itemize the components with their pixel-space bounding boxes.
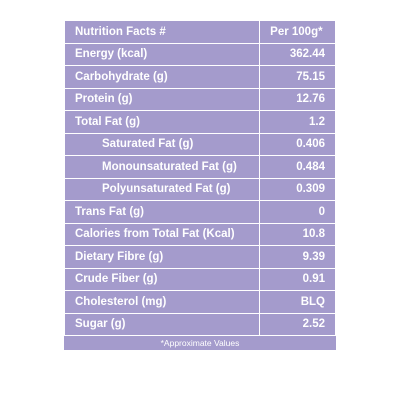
- table-row: Monounsaturated Fat (g) 0.484: [63, 155, 336, 179]
- nutrient-value: 9.39: [259, 245, 336, 269]
- nutrient-label: Crude Fiber (g): [63, 267, 261, 291]
- header-value: Per 100g*: [259, 20, 336, 44]
- nutrient-label: Carbohydrate (g): [63, 65, 261, 89]
- table-row: Sugar (g) 2.52: [63, 312, 336, 336]
- nutrient-label: Total Fat (g): [63, 110, 261, 134]
- table-row: Crude Fiber (g) 0.91: [63, 267, 336, 291]
- nutrient-value: 0.309: [259, 177, 336, 201]
- footnote: *Approximate Values: [160, 337, 240, 348]
- footnote-row: *Approximate Values: [65, 336, 336, 350]
- nutrient-value: 75.15: [259, 65, 336, 89]
- nutrient-value: 12.76: [259, 87, 336, 111]
- nutrient-value: 362.44: [259, 42, 336, 66]
- table-row: Saturated Fat (g) 0.406: [63, 132, 336, 156]
- nutrient-label: Protein (g): [63, 87, 261, 111]
- nutrient-label: Saturated Fat (g): [63, 132, 261, 156]
- nutrient-label: Energy (kcal): [63, 42, 261, 66]
- table-row: Dietary Fibre (g) 9.39: [63, 245, 336, 269]
- nutrient-label: Polyunsaturated Fat (g): [63, 177, 261, 201]
- table-row: Polyunsaturated Fat (g) 0.309: [63, 177, 336, 201]
- table-row: Trans Fat (g) 0: [63, 200, 336, 224]
- nutrient-value: 0.484: [259, 155, 336, 179]
- nutrient-label: Calories from Total Fat (Kcal): [63, 222, 261, 246]
- nutrient-label: Trans Fat (g): [63, 200, 261, 224]
- table-row: Calories from Total Fat (Kcal) 10.8: [63, 222, 336, 246]
- nutrient-value: 10.8: [259, 222, 336, 246]
- nutrient-label: Monounsaturated Fat (g): [63, 155, 261, 179]
- nutrient-value: BLQ: [259, 290, 336, 314]
- nutrient-label: Cholesterol (mg): [63, 290, 261, 314]
- header-label: Nutrition Facts #: [63, 20, 261, 44]
- table-row: Cholesterol (mg) BLQ: [63, 290, 336, 314]
- nutrition-facts-table: Nutrition Facts # Per 100g* Energy (kcal…: [63, 20, 336, 350]
- nutrient-value: 0: [259, 200, 336, 224]
- nutrient-label: Sugar (g): [63, 312, 261, 336]
- table-row: Total Fat (g) 1.2: [63, 110, 336, 134]
- table-row: Protein (g) 12.76: [63, 87, 336, 111]
- nutrient-value: 1.2: [259, 110, 336, 134]
- nutrient-value: 2.52: [259, 312, 336, 336]
- table-header-row: Nutrition Facts # Per 100g*: [63, 20, 336, 44]
- nutrient-value: 0.91: [259, 267, 336, 291]
- nutrient-label: Dietary Fibre (g): [63, 245, 261, 269]
- table-row: Energy (kcal) 362.44: [63, 42, 336, 66]
- nutrient-value: 0.406: [259, 132, 336, 156]
- table-row: Carbohydrate (g) 75.15: [63, 65, 336, 89]
